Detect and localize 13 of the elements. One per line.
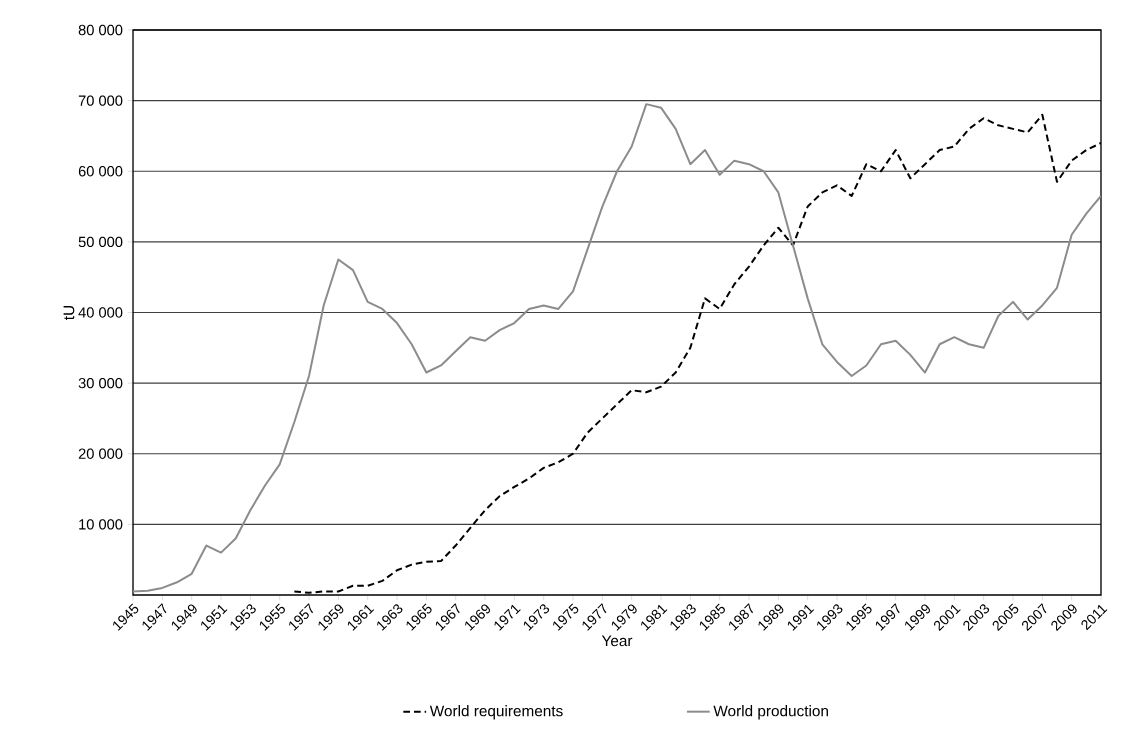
y-tick-label: 50 000 <box>78 236 123 248</box>
y-axis-title: tU <box>63 306 75 320</box>
y-tick-label: 60 000 <box>78 166 123 177</box>
y-tick-label: 40 000 <box>78 307 123 318</box>
y-tick-label: 70 000 <box>78 95 123 106</box>
y-tick-label: 30 000 <box>78 377 123 389</box>
y-tick-label: 20 000 <box>78 448 123 459</box>
y-tick-label: 80 000 <box>78 24 123 36</box>
x-axis-title: Year <box>601 635 633 647</box>
legend-label: World requirements <box>429 705 563 720</box>
y-tick-label: 10 000 <box>79 519 123 530</box>
line-series <box>133 103 1101 593</box>
legend-label: World production <box>713 705 828 720</box>
